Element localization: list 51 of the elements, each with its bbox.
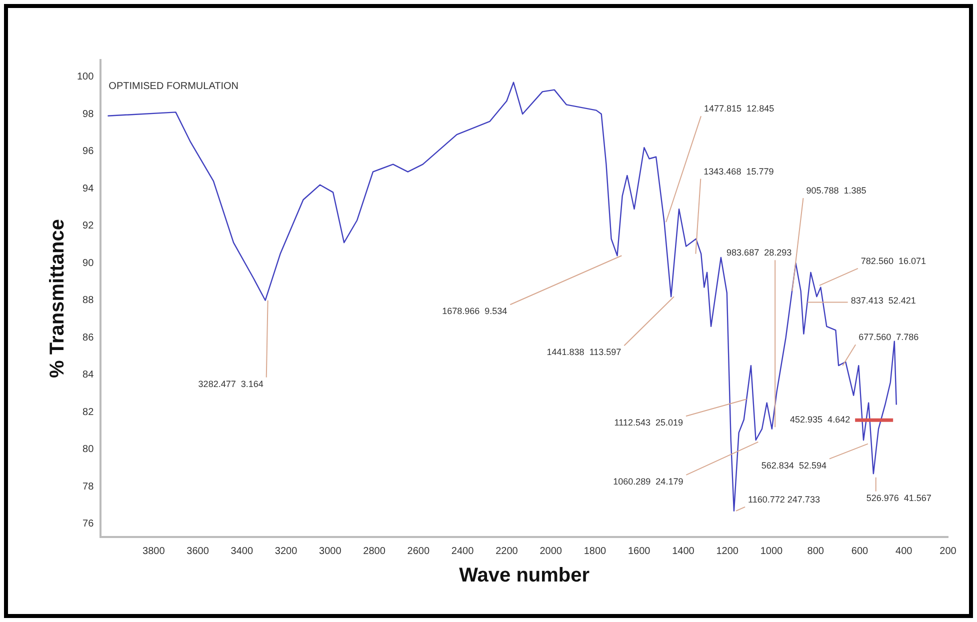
annotation: 1441.838 113.597 [546,347,622,358]
x-tick-label: 1000 [760,546,784,557]
x-tick-label: 1400 [672,546,695,557]
annotation: 1477.815 12.845 [704,104,774,114]
x-tick-label: 400 [896,546,913,557]
x-tick-label: 2200 [496,546,518,557]
annotation: 983.687 28.293 [726,248,792,258]
y-axis-title: % Transmittance [46,219,69,378]
x-tick-label: 1200 [716,546,739,557]
x-tick-label: 1800 [584,546,607,557]
annotation: 837.413 52.421 [850,296,916,306]
y-tick-label: 100 [76,72,94,83]
annotation: 1160.772 247.733 [748,494,820,504]
x-tick-label: 3600 [186,546,210,557]
x-tick-label: 3000 [319,546,342,557]
annotation: 1678.966 9.534 [442,306,508,316]
y-tick-label: 98 [82,108,94,120]
annotation: 3282.477 3.164 [198,378,264,389]
annotation: 782.560 16.071 [860,256,926,266]
annotation: 677.560 7.786 [858,332,919,342]
y-tick-label: 90 [82,258,94,269]
y-tick-label: 76 [82,518,94,530]
y-tick-label: 96 [82,146,94,158]
x-tick-label: 2400 [451,546,474,557]
x-tick-label: 1600 [628,546,651,557]
annotation: 526.976 41.567 [866,492,932,503]
x-tick-label: 600 [851,546,869,557]
x-tick-label: 3200 [274,546,298,557]
y-tick-label: 82 [82,406,94,418]
x-axis-title: Wave number [459,564,590,587]
x-tick-label: 200 [940,546,957,557]
y-tick-label: 88 [82,295,94,306]
annotation: 1112.543 25.019 [614,418,684,428]
x-tick-label: 800 [807,546,824,557]
x-tick-label: 2600 [407,546,430,557]
y-tick-label: 80 [82,444,94,456]
y-tick-label: 92 [82,220,94,232]
y-tick-label: 78 [82,481,94,492]
annotation: 905.788 1.385 [806,186,866,196]
y-tick-label: 84 [82,370,94,381]
text: OPTIMISED FORMULATION [108,80,239,92]
annotation: 562.834 52.594 [761,460,826,470]
annotation: 452.935 4.642 [790,414,850,425]
annotation: 1060.289 24.179 [613,476,684,486]
y-tick-label: 86 [82,332,94,344]
x-tick-label: 3800 [142,546,166,557]
x-tick-label: 2800 [363,546,386,557]
x-tick-label: 3400 [230,546,254,557]
x-tick-label: 2000 [540,546,562,557]
y-tick-label: 94 [82,183,94,194]
annotation: 1343.468 15.779 [704,166,774,176]
